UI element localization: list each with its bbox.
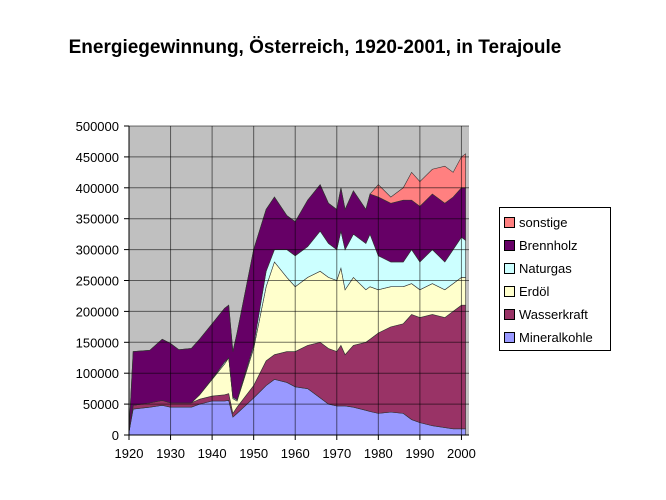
legend-label: Brennholz xyxy=(519,238,578,253)
x-tick-label: 1960 xyxy=(281,446,310,461)
legend-swatch xyxy=(504,332,515,343)
legend-swatch xyxy=(504,286,515,297)
legend: sonstige Brennholz Naturgas Erdöl Wasserkraf… xyxy=(499,207,611,351)
legend-swatch xyxy=(504,263,515,274)
x-tick-label: 1980 xyxy=(364,446,393,461)
y-tick-label: 0 xyxy=(112,428,119,443)
legend-item: Wasserkraft xyxy=(504,303,606,326)
y-tick-label: 500000 xyxy=(76,119,119,134)
y-tick-label: 400000 xyxy=(76,181,119,196)
chart-title: Energiegewinnung, Österreich, 1920-2001,… xyxy=(68,37,562,58)
legend-item: Mineralkohle xyxy=(504,326,606,349)
x-tick-label: 1930 xyxy=(156,446,185,461)
x-tick-label: 1940 xyxy=(198,446,227,461)
legend-item: Brennholz xyxy=(504,234,606,257)
legend-item: sonstige xyxy=(504,211,606,234)
legend-swatch xyxy=(504,309,515,320)
legend-label: Mineralkohle xyxy=(519,330,593,345)
y-tick-label: 300000 xyxy=(76,243,119,258)
x-tick-label: 2000 xyxy=(447,446,476,461)
legend-label: Erdöl xyxy=(519,284,550,299)
legend-swatch xyxy=(504,240,515,251)
legend-label: sonstige xyxy=(519,215,568,230)
y-tick-label: 50000 xyxy=(83,397,119,412)
x-tick-label: 1920 xyxy=(115,446,144,461)
y-tick-label: 200000 xyxy=(76,304,119,319)
y-tick-label: 150000 xyxy=(76,335,119,350)
x-tick-label: 1990 xyxy=(405,446,434,461)
x-tick-label: 1970 xyxy=(322,446,351,461)
legend-label: Naturgas xyxy=(519,261,572,276)
y-tick-label: 100000 xyxy=(76,366,119,381)
x-tick-label: 1950 xyxy=(239,446,268,461)
y-tick-label: 250000 xyxy=(76,274,119,289)
legend-swatch xyxy=(504,217,515,228)
y-tick-label: 450000 xyxy=(76,150,119,165)
legend-item: Erdöl xyxy=(504,280,606,303)
legend-label: Wasserkraft xyxy=(519,307,588,322)
y-tick-label: 350000 xyxy=(76,212,119,227)
area-sonstige xyxy=(128,153,466,432)
legend-item: Naturgas xyxy=(504,257,606,280)
